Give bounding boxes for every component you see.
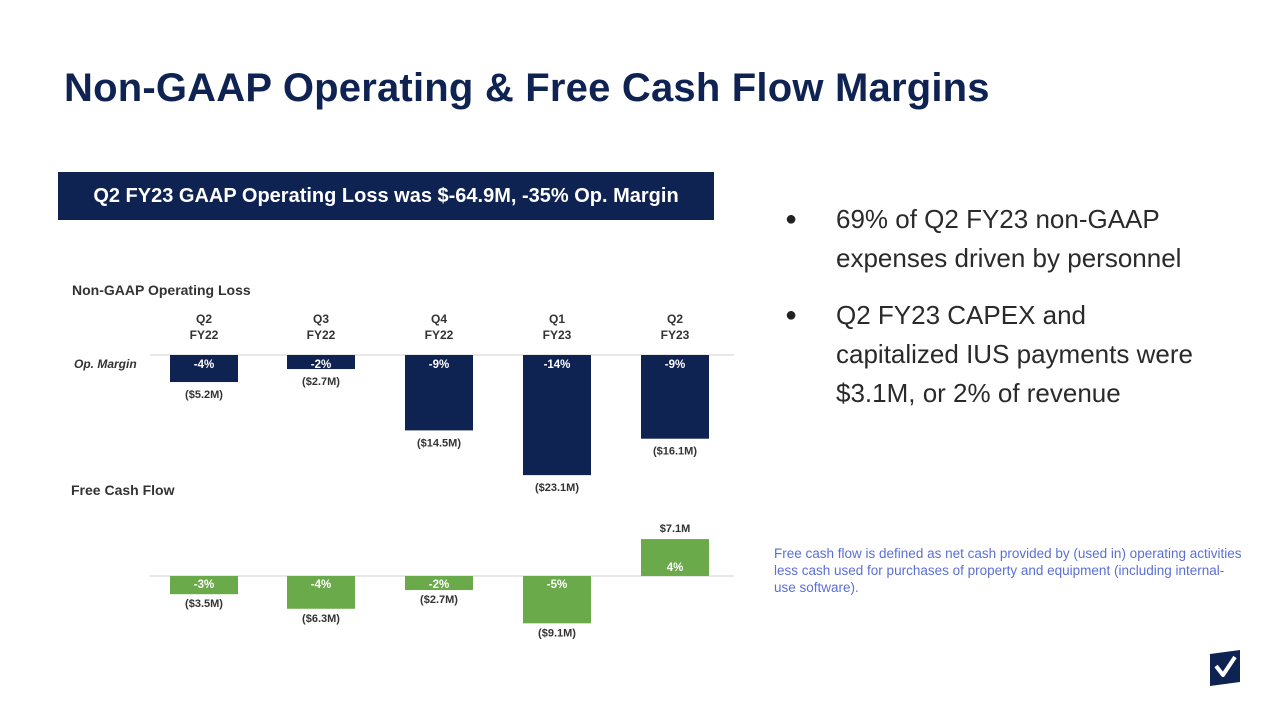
category-label: Q1 — [549, 312, 565, 326]
fcf-margin-label: 4% — [667, 562, 684, 574]
op-loss-chart-title: Non-GAAP Operating Loss — [72, 282, 251, 298]
fcf-value-label: ($3.5M) — [185, 598, 223, 610]
fcf-value-label: $7.1M — [660, 523, 691, 535]
category-label: Q3 — [313, 312, 329, 326]
bullet-dot-icon: ● — [785, 304, 798, 326]
bullet-item: ● Q2 FY23 CAPEX and capitalized IUS paym… — [783, 296, 1203, 413]
fcf-value-label: ($9.1M) — [538, 627, 576, 639]
fcf-margin-label: -5% — [547, 579, 567, 591]
category-label: FY23 — [661, 328, 690, 342]
banner-text: Q2 FY23 GAAP Operating Loss was $-64.9M,… — [93, 184, 679, 207]
op-loss-value-label: ($16.1M) — [653, 446, 697, 458]
op-loss-value-label: ($23.1M) — [535, 482, 579, 494]
highlights-list: ● 69% of Q2 FY23 non-GAAP expenses drive… — [783, 200, 1203, 431]
op-loss-value-label: ($5.2M) — [185, 389, 223, 401]
category-label: Q4 — [431, 312, 447, 326]
op-loss-bar — [523, 355, 591, 476]
fcf-chart-title: Free Cash Flow — [71, 482, 175, 498]
category-label: FY22 — [425, 328, 454, 342]
category-label: Q2 — [667, 312, 683, 326]
margins-bar-chart: Non-GAAP Operating Loss Q2 FY22 Q3 FY22 Q4 FY2… — [71, 282, 734, 639]
fcf-margin-label: -2% — [429, 579, 449, 591]
fcf-value-label: ($2.7M) — [420, 594, 458, 606]
bullet-text: Q2 FY23 CAPEX and capitalized IUS paymen… — [836, 300, 1193, 408]
fcf-bar — [523, 576, 591, 624]
op-margin-label: -2% — [311, 359, 331, 371]
fcf-bar — [287, 576, 355, 609]
fcf-bar — [641, 539, 709, 576]
page-title: Non-GAAP Operating & Free Cash Flow Marg… — [64, 66, 990, 110]
bullet-item: ● 69% of Q2 FY23 non-GAAP expenses drive… — [783, 200, 1203, 278]
op-margin-label: -9% — [665, 359, 685, 371]
fcf-bar — [405, 576, 473, 591]
op-loss-value-label: ($14.5M) — [417, 437, 461, 449]
footnote: Free cash flow is defined as net cash pr… — [774, 546, 1242, 595]
op-loss-value-label: ($2.7M) — [302, 376, 340, 388]
op-loss-bar — [641, 355, 709, 439]
op-margin-label: -9% — [429, 359, 449, 371]
op-loss-bar — [405, 355, 473, 431]
bullet-text: 69% of Q2 FY23 non-GAAP expenses driven … — [836, 204, 1182, 273]
op-loss-bar — [170, 355, 238, 383]
fcf-value-label: ($6.3M) — [302, 613, 340, 625]
fcf-bar — [170, 576, 238, 595]
category-label: FY23 — [543, 328, 572, 342]
fcf-margin-label: -3% — [194, 579, 214, 591]
category-label: FY22 — [307, 328, 336, 342]
checkmark-logo-icon — [1210, 650, 1240, 686]
op-margin-label: -4% — [194, 359, 214, 371]
op-margin-label: -14% — [544, 359, 571, 371]
op-loss-bar — [287, 355, 355, 370]
op-margin-row-label: Op. Margin — [74, 357, 137, 371]
gaap-loss-banner: Q2 FY23 GAAP Operating Loss was $-64.9M,… — [58, 172, 714, 220]
category-label: FY22 — [190, 328, 219, 342]
category-label: Q2 — [196, 312, 212, 326]
fcf-margin-label: -4% — [311, 579, 331, 591]
bullet-dot-icon: ● — [785, 208, 798, 230]
